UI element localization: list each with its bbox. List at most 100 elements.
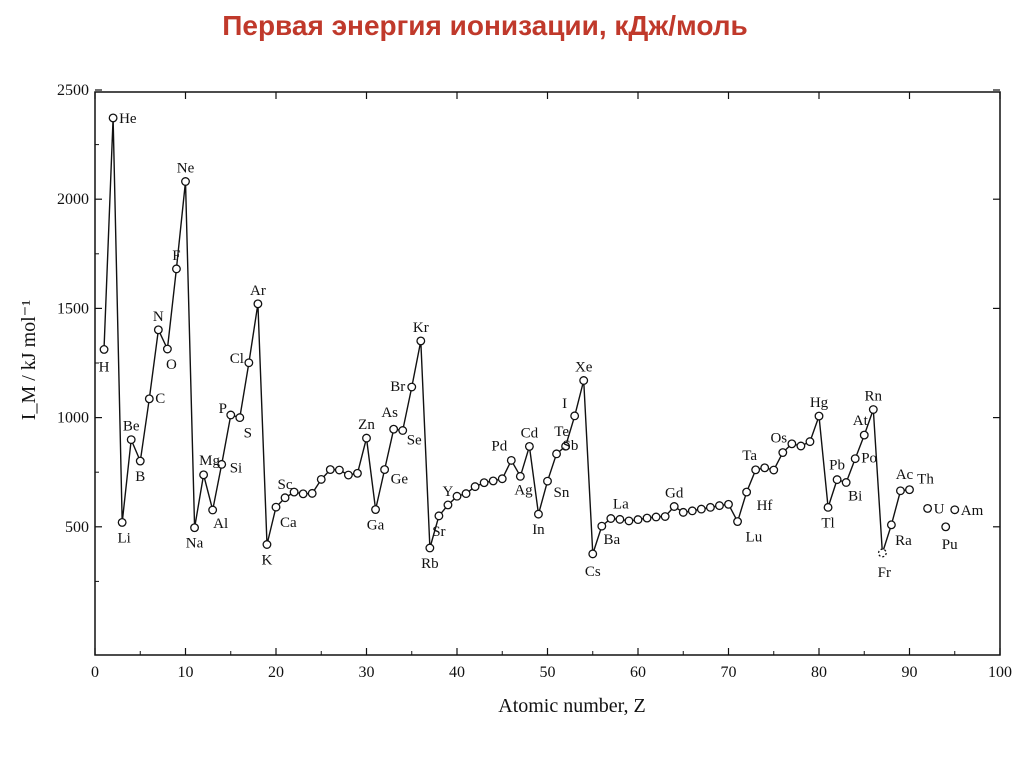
data-point [325,465,335,475]
element-label: Se [407,432,422,448]
x-tick-label: 0 [91,664,99,681]
data-point [343,470,353,480]
element-label: Os [770,431,787,447]
data-point [162,344,172,354]
data-point [597,521,607,531]
element-label: F [172,248,180,264]
element-label: N [153,309,164,325]
data-points [99,113,960,559]
plot-frame [94,91,1001,656]
data-point [660,512,670,521]
element-label: Ga [367,518,385,534]
data-point [850,454,860,464]
data-point [271,502,281,512]
axis-ticks: 0 10 20 30 40 50 60 70 80 90 100 500 1000 1500 2000 250… [57,82,1012,681]
data-point [244,358,254,368]
element-label: Hf [757,498,773,514]
data-point [769,465,779,475]
data-point [515,471,525,481]
y-tick-label: 500 [65,519,89,536]
data-point [99,345,109,354]
data-point [923,504,933,513]
data-point [416,336,426,346]
data-point [606,514,616,523]
data-point [859,430,869,440]
element-label: C [155,391,165,407]
element-label: Bi [848,488,862,504]
data-point [796,441,806,451]
element-label: Sb [563,438,579,454]
element-label: Gd [665,485,684,501]
data-point [117,517,127,527]
data-point [488,476,498,486]
data-point [171,264,181,274]
data-point [506,455,516,465]
data-point [144,394,154,404]
element-label: Rn [865,389,883,405]
data-point [362,433,371,443]
data-point [307,488,317,498]
series-line [103,117,910,555]
element-label: Kr [413,320,429,336]
element-label: Po [861,451,877,467]
y-axis-label: I_M / kJ mol⁻¹ [18,300,40,420]
data-point [751,465,761,475]
y-tick-label: 2000 [57,191,89,208]
data-point [452,491,462,501]
data-point [461,489,471,499]
data-point [570,411,580,421]
data-point [407,382,417,392]
data-point [135,456,145,466]
element-label: Ba [603,532,620,548]
data-point [226,410,236,420]
data-point [705,502,715,512]
element-label: Al [213,516,228,532]
data-point [687,506,697,516]
element-label: Tl [821,515,834,531]
element-label: Be [123,419,140,435]
x-tick-label: 30 [359,664,375,681]
annotation-am: Am [961,503,984,519]
element-label: Si [230,460,243,476]
data-point [787,439,797,449]
x-tick-label: 90 [902,664,918,681]
data-point [678,507,688,517]
element-label: Lu [746,530,763,546]
data-point [615,514,625,524]
x-tick-label: 80 [811,664,827,681]
data-point [742,487,752,497]
x-tick-label: 40 [449,664,465,681]
data-point [760,463,770,473]
data-point [814,411,824,421]
data-point [543,476,552,486]
element-label: Li [117,530,130,546]
data-point [353,468,362,478]
data-point [524,441,534,451]
element-label: Pd [491,438,507,454]
x-tick-label: 10 [178,664,194,681]
data-point [199,470,209,480]
data-point [724,499,733,509]
element-label: Ne [177,161,195,177]
element-label: Zn [358,417,375,433]
data-point [588,549,598,559]
data-point [497,474,507,484]
element-label: Fr [878,565,891,581]
data-point [561,441,571,451]
data-point [126,435,136,445]
annotation-u: U [934,501,945,517]
element-label: Pb [829,458,845,474]
data-point [425,543,435,553]
element-label: Na [186,536,204,552]
element-label: Pu [942,537,958,553]
data-point [823,502,833,512]
data-point [217,459,227,469]
data-point [624,516,634,526]
element-label: Cl [230,351,244,367]
element-label: Ge [391,472,409,488]
data-point [181,177,190,186]
element-label: P [219,401,227,417]
data-point [108,113,118,123]
data-point [434,511,444,521]
